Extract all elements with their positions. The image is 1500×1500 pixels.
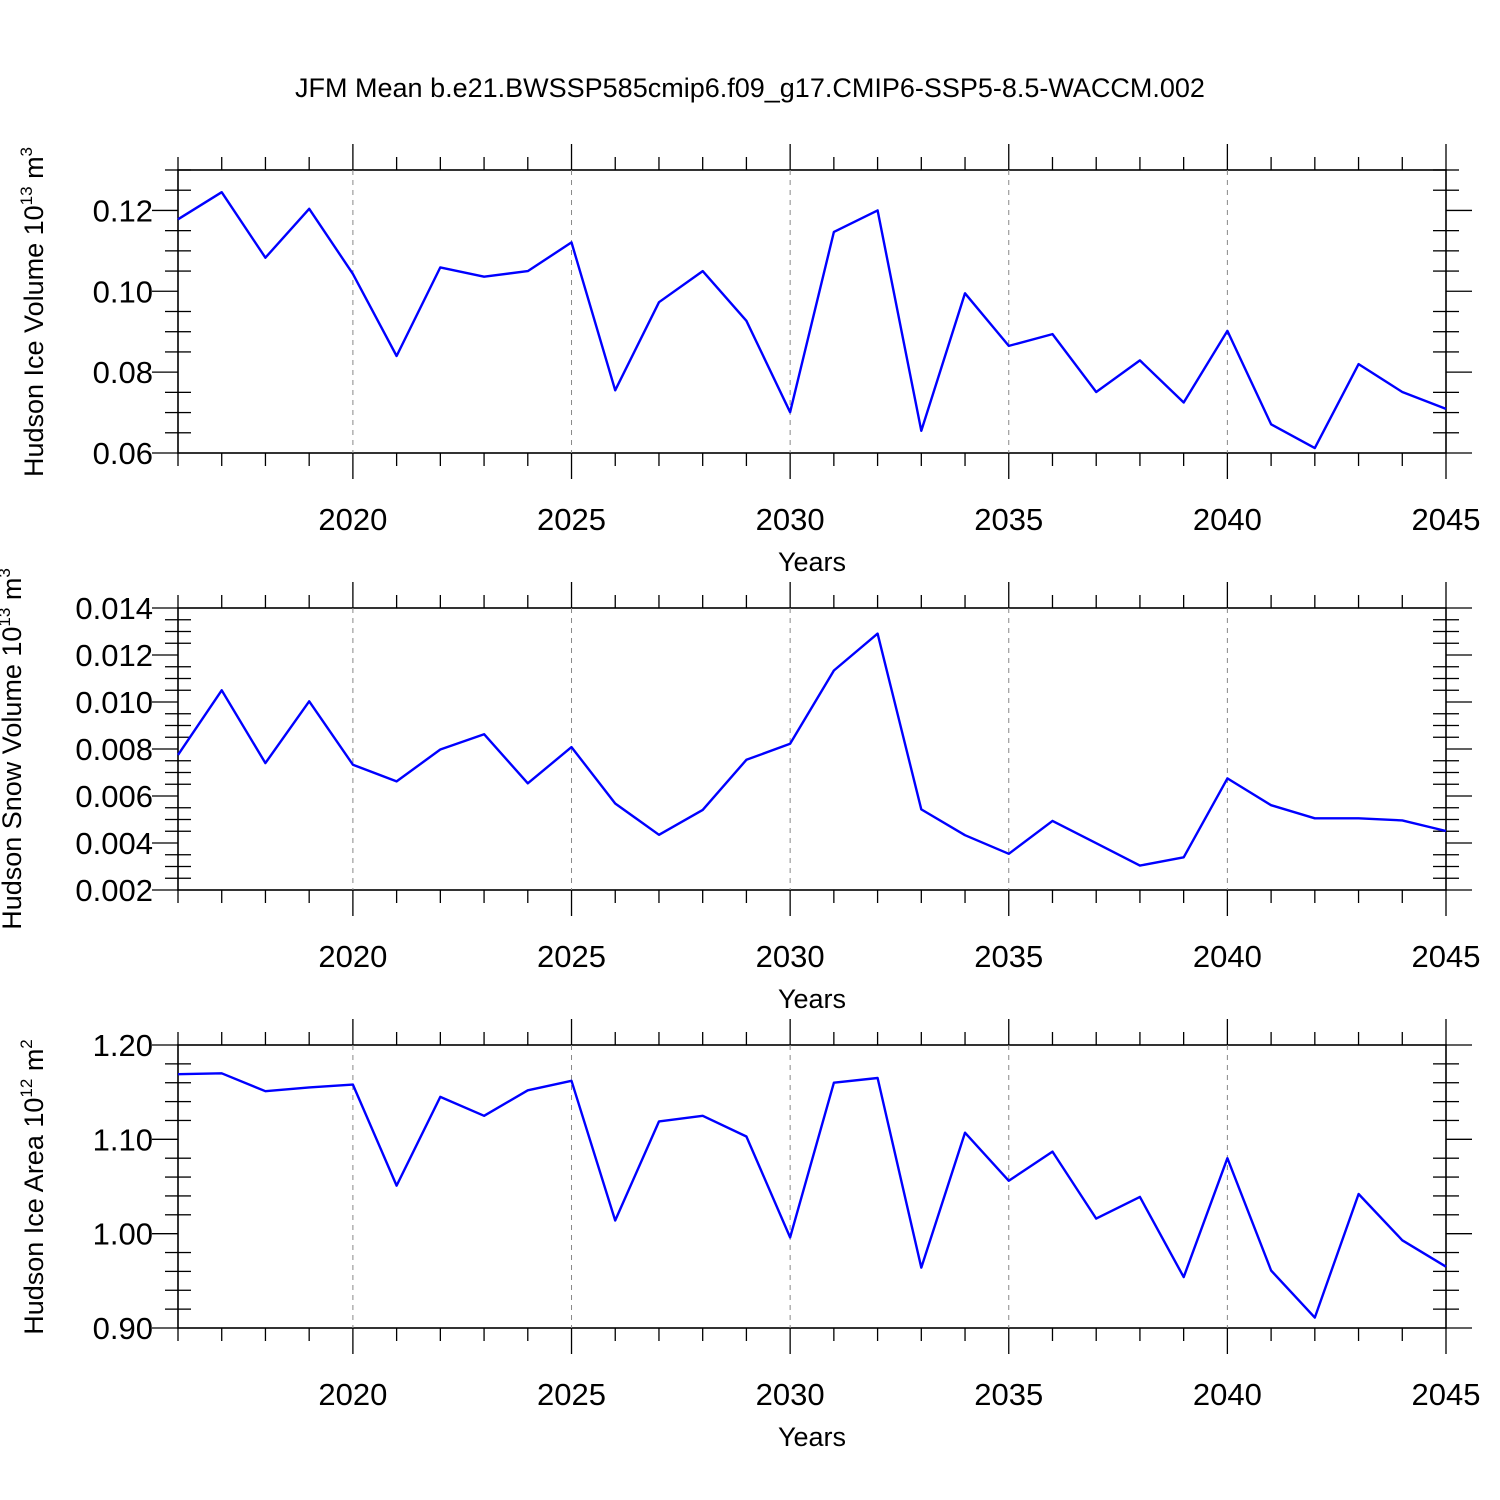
xtick-labels: 2020 2025 2030 2035 2040 2045 xyxy=(318,939,1480,974)
y-axis-label-unit: m xyxy=(19,156,49,186)
y-axis-label-unit-exponent: 2 xyxy=(17,1039,36,1048)
y-axis-label-unit-exponent: 3 xyxy=(0,568,14,577)
figure-title: JFM Mean b.e21.BWSSP585cmip6.f09_g17.CMI… xyxy=(295,73,1205,103)
y-axis-label-prefix: Hudson Ice Volume 10 xyxy=(19,205,49,477)
y-tick-label: 0.008 xyxy=(75,732,153,767)
y-axis-label: Hudson Ice Volume 1013 m3 xyxy=(17,147,49,477)
x-tick-label: 2045 xyxy=(1412,939,1481,974)
x-tick-label: 2045 xyxy=(1412,1377,1481,1412)
x-tick-label: 2035 xyxy=(974,502,1043,537)
x-tick-label: 2020 xyxy=(318,502,387,537)
y-tick-label: 1.10 xyxy=(93,1122,153,1157)
panel-ice-volume: 0.06 0.08 0.10 0.12 2020 2025 2030 2035 2040 204… xyxy=(17,144,1480,577)
x-tick-label: 2040 xyxy=(1193,502,1262,537)
x-tick-label: 2035 xyxy=(974,939,1043,974)
y-axis-label-exponent: 12 xyxy=(17,1079,36,1098)
series-line xyxy=(177,632,1447,867)
y-axis-label-exponent: 13 xyxy=(0,608,14,627)
y-tick-label: 0.06 xyxy=(93,436,153,471)
series-line xyxy=(177,191,1447,450)
y-tick-label: 0.12 xyxy=(93,193,153,228)
plot-frame xyxy=(177,1044,1447,1329)
y-axis-label-unit-exponent: 3 xyxy=(17,147,36,156)
x-tick-label: 2040 xyxy=(1193,1377,1262,1412)
grid xyxy=(352,1045,1228,1328)
ticks xyxy=(152,144,1472,479)
x-tick-label: 2030 xyxy=(756,502,825,537)
x-tick-label: 2025 xyxy=(537,502,606,537)
plot-frame xyxy=(177,169,1447,454)
x-tick-label: 2025 xyxy=(537,939,606,974)
y-tick-label: 0.010 xyxy=(75,685,153,720)
ytick-labels: 0.002 0.004 0.006 0.008 0.010 0.012 0.014 xyxy=(75,591,153,908)
y-tick-label: 1.20 xyxy=(93,1028,153,1063)
ticks xyxy=(152,1019,1472,1354)
y-axis-label: Hudson Ice Area 1012 m2 xyxy=(17,1039,49,1335)
y-tick-label: 0.10 xyxy=(93,274,153,309)
x-axis-label: Years xyxy=(778,984,846,1014)
y-tick-label: 0.006 xyxy=(75,779,153,814)
y-tick-label: 0.90 xyxy=(93,1311,153,1346)
x-axis-label: Years xyxy=(778,547,846,577)
panel-ice-area: 0.90 1.00 1.10 1.20 2020 2025 2030 2035 2040 204… xyxy=(17,1019,1480,1452)
y-axis-label-prefix: Hudson Snow Volume 10 xyxy=(0,627,27,930)
grid xyxy=(352,608,1228,890)
y-tick-label: 0.08 xyxy=(93,355,153,390)
xtick-labels: 2020 2025 2030 2035 2040 2045 xyxy=(318,1377,1480,1412)
y-tick-label: 0.002 xyxy=(75,873,153,908)
x-tick-label: 2040 xyxy=(1193,939,1262,974)
x-tick-label: 2045 xyxy=(1412,502,1481,537)
x-axis-label: Years xyxy=(778,1422,846,1452)
x-tick-label: 2020 xyxy=(318,939,387,974)
x-tick-label: 2035 xyxy=(974,1377,1043,1412)
panel-snow-volume: 0.002 0.004 0.006 0.008 0.010 0.012 0.014 2020… xyxy=(0,568,1480,1014)
y-axis-label-unit: m xyxy=(0,578,27,608)
y-axis-label-prefix: Hudson Ice Area 10 xyxy=(19,1098,49,1335)
y-tick-label: 0.004 xyxy=(75,826,153,861)
ytick-labels: 0.06 0.08 0.10 0.12 xyxy=(93,193,153,471)
y-axis-label-exponent: 13 xyxy=(17,186,36,205)
y-axis-label: Hudson Snow Volume 1013 m3 xyxy=(0,568,27,930)
y-tick-label: 1.00 xyxy=(93,1217,153,1252)
x-tick-label: 2020 xyxy=(318,1377,387,1412)
series-line xyxy=(177,1072,1447,1319)
grid xyxy=(352,170,1228,453)
x-tick-label: 2030 xyxy=(756,1377,825,1412)
xtick-labels: 2020 2025 2030 2035 2040 2045 xyxy=(318,502,1480,537)
x-tick-label: 2030 xyxy=(756,939,825,974)
y-axis-label-unit: m xyxy=(19,1049,49,1079)
ytick-labels: 0.90 1.00 1.10 1.20 xyxy=(93,1028,153,1346)
x-tick-label: 2025 xyxy=(537,1377,606,1412)
plot-frame xyxy=(177,607,1447,891)
y-tick-label: 0.014 xyxy=(75,591,153,626)
y-tick-label: 0.012 xyxy=(75,638,153,673)
ticks xyxy=(152,582,1472,916)
